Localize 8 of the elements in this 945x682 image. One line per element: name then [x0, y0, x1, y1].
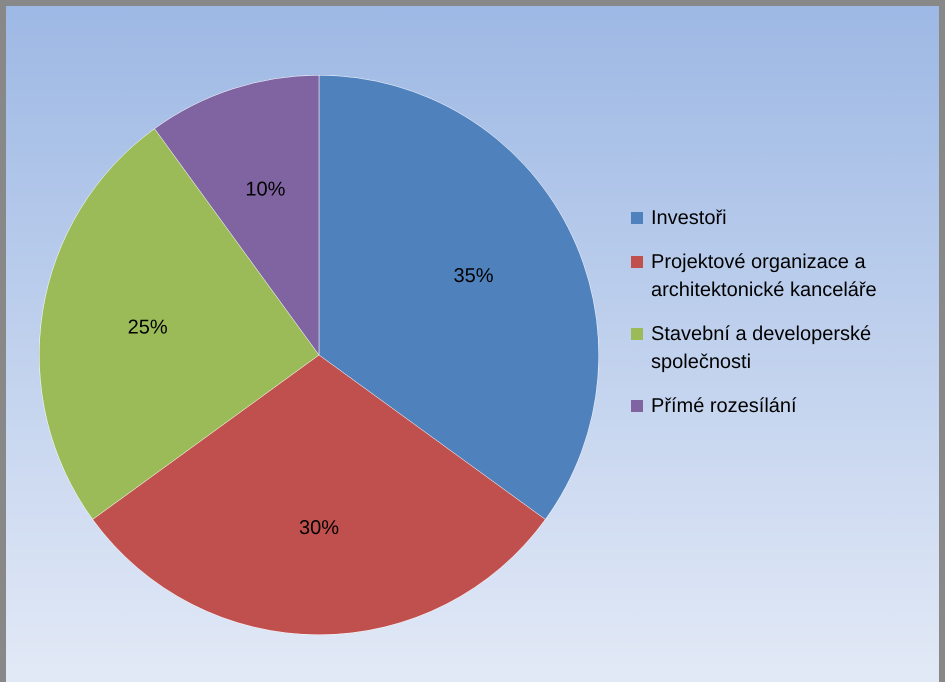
data-label: 25%	[128, 316, 168, 338]
slice-label: Investoři	[651, 206, 727, 231]
data-label: 10%	[245, 178, 286, 201]
legend-label: Stavební a developerské společnosti	[651, 322, 872, 375]
data-label: 35%	[454, 264, 494, 287]
legend-label: Přímé rozesílání	[651, 394, 797, 419]
legend-label: Projektové organizace a architektonické kanceláře	[651, 250, 878, 303]
data-label: 30%	[298, 516, 340, 539]
